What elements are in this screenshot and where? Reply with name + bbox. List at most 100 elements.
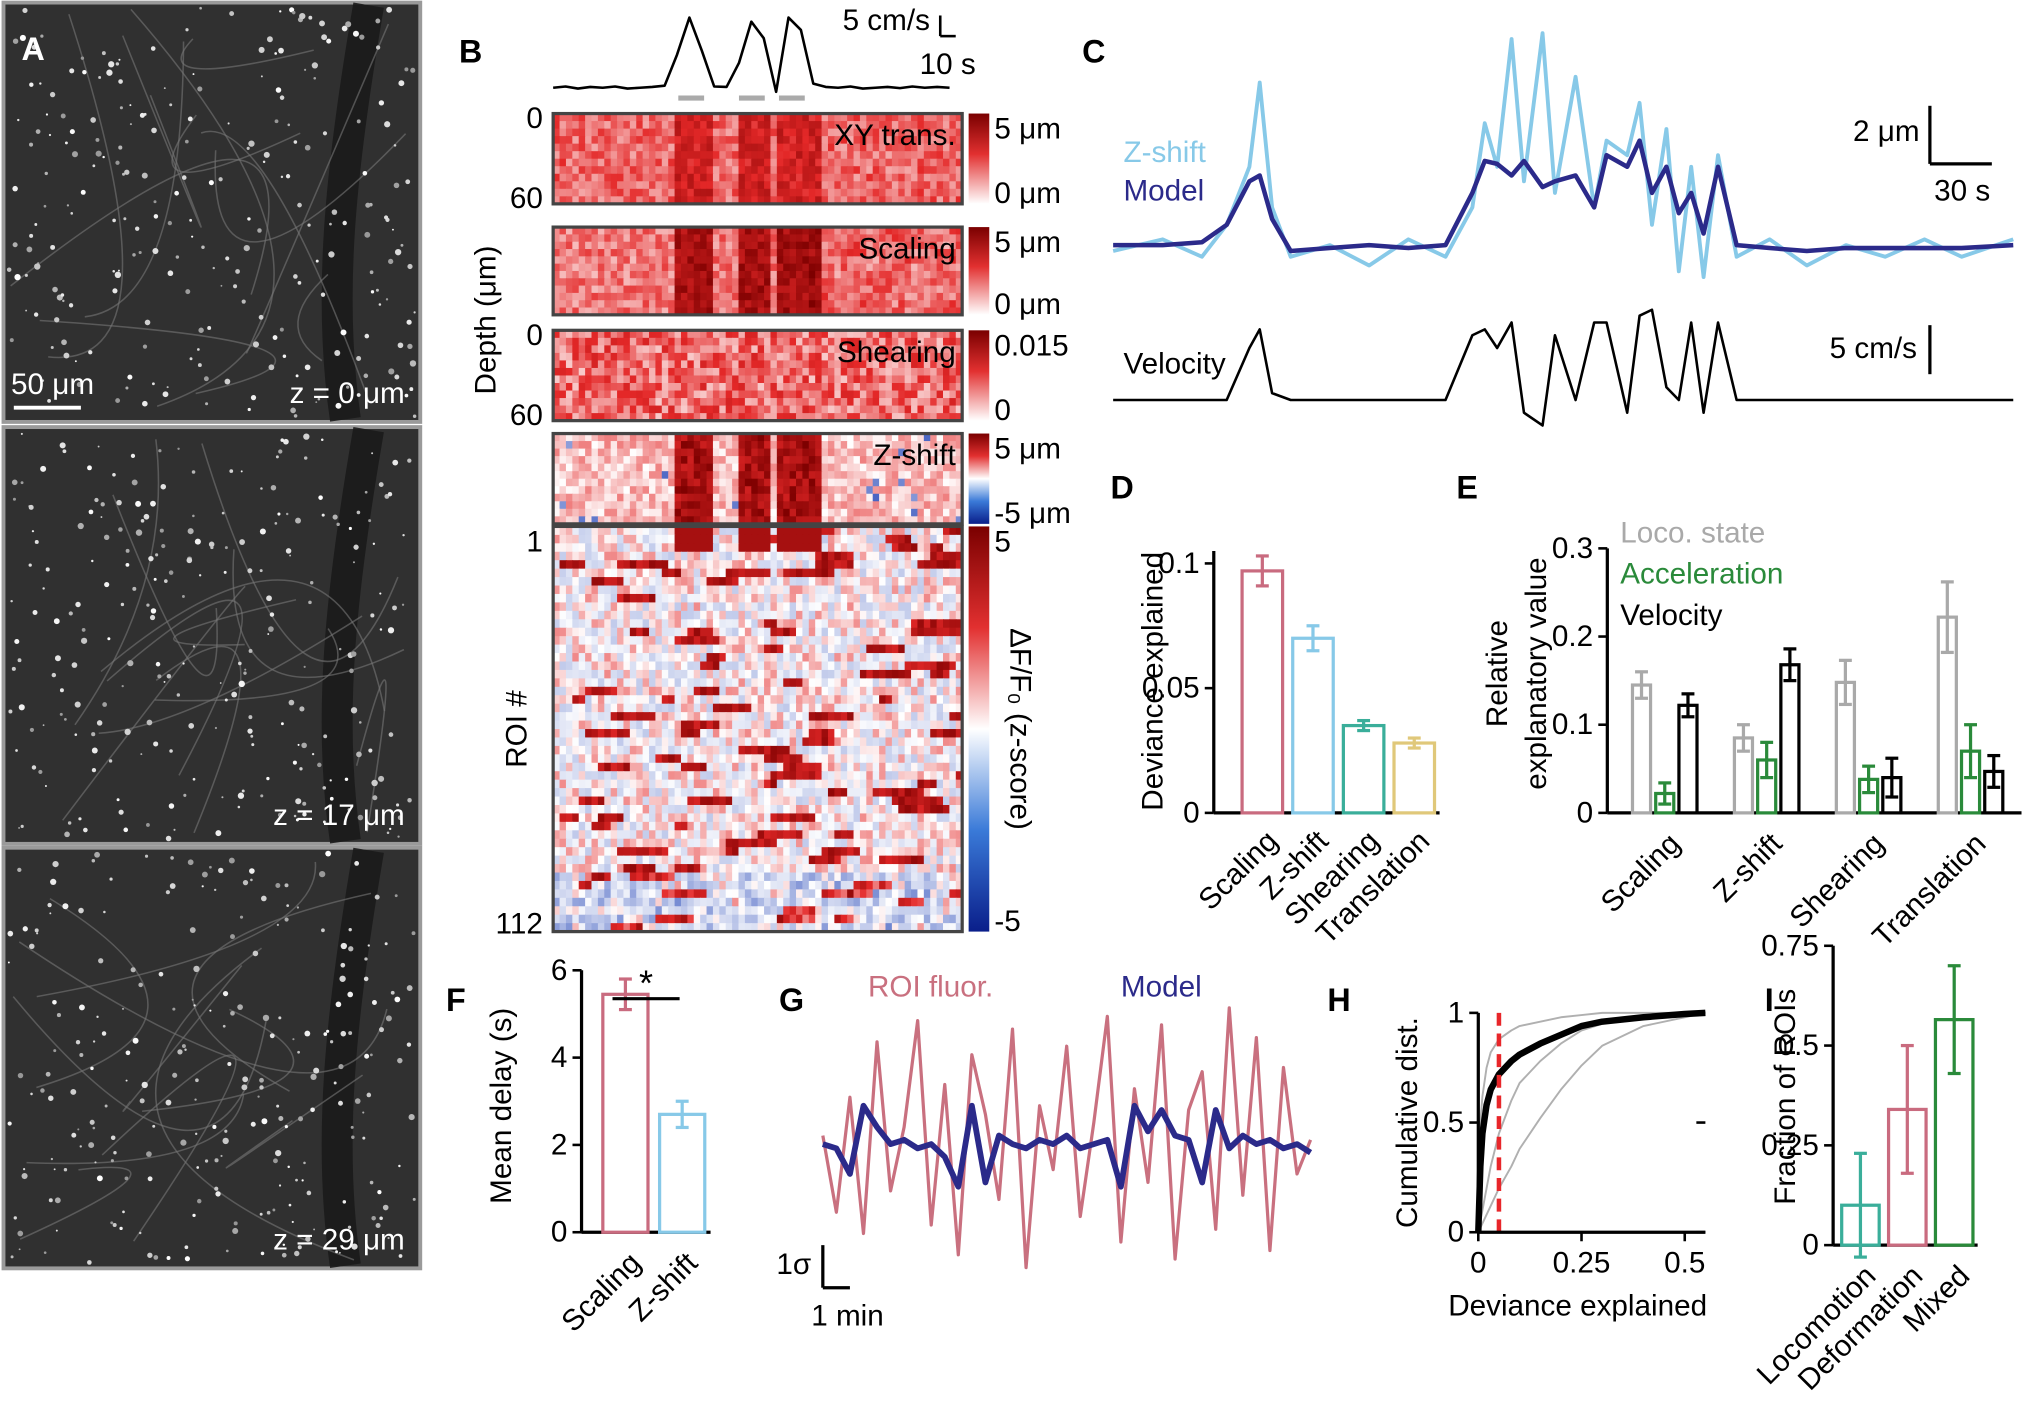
heatmap-cell: [598, 249, 605, 257]
heatmap-cell: [649, 653, 656, 662]
heatmap-cell: [892, 611, 899, 620]
heatmap-cell: [681, 501, 688, 509]
heatmap-cell: [713, 552, 720, 561]
heatmap-cell: [790, 501, 797, 509]
heatmap-cell: [592, 129, 599, 137]
heatmap-cell: [828, 486, 835, 494]
heatmap-cell: [707, 383, 714, 391]
heatmap-cell: [707, 278, 714, 286]
heatmap-cell: [828, 577, 835, 586]
heatmap-cell: [879, 189, 886, 197]
bouton: [34, 223, 37, 226]
heatmap-cell: [796, 636, 803, 645]
heatmap-cell: [681, 636, 688, 645]
bouton: [35, 928, 39, 932]
heatmap-cell: [822, 653, 829, 662]
heatmap-cell: [598, 159, 605, 167]
heatmap-cell: [732, 136, 739, 144]
heatmap-cell: [694, 494, 701, 502]
heatmap-cell: [937, 509, 944, 517]
heatmap-cell: [617, 456, 624, 464]
bouton: [48, 1095, 53, 1100]
heatmap-cell: [770, 535, 777, 544]
heatmap-cell: [898, 398, 905, 406]
heatmap-cell: [860, 271, 867, 279]
heatmap-cell: [707, 286, 714, 294]
heatmap-cell: [783, 353, 790, 361]
heatmap-cell: [751, 509, 758, 517]
heatmap-cell: [949, 509, 956, 517]
heatmap-cell: [879, 159, 886, 167]
heatmap-cell: [592, 543, 599, 552]
heatmap-title: Shearing: [837, 336, 956, 369]
heatmap-cell: [579, 256, 586, 264]
heatmap-cell: [585, 636, 592, 645]
heatmap-cell: [649, 353, 656, 361]
bouton: [152, 1125, 155, 1128]
heatmap-cell: [694, 456, 701, 464]
heatmap-cell: [790, 136, 797, 144]
heatmap-cell: [873, 486, 880, 494]
heatmap-cell: [751, 456, 758, 464]
heatmap-cell: [847, 552, 854, 561]
heatmap-cell: [598, 144, 605, 152]
heatmap-cell: [655, 144, 662, 152]
heatmap-cell: [866, 174, 873, 182]
heatmap-cell: [636, 353, 643, 361]
bouton: [410, 360, 416, 366]
heatmap-cell: [847, 494, 854, 502]
bouton: [250, 735, 253, 738]
heatmap-cell: [892, 653, 899, 662]
heatmap-cell: [668, 535, 675, 544]
heatmap-cell: [924, 271, 931, 279]
heatmap-cell: [732, 479, 739, 487]
heatmap-cell: [873, 174, 880, 182]
heatmap-cell: [598, 628, 605, 637]
heatmap-cell: [809, 136, 816, 144]
heatmap-cell: [796, 560, 803, 569]
heatmap-cell: [694, 577, 701, 586]
heatmap-cell: [572, 151, 579, 159]
heatmap-cell: [566, 611, 573, 620]
bouton: [298, 281, 302, 285]
heatmap-cell: [764, 271, 771, 279]
heatmap-cell: [815, 360, 822, 368]
heatmap-cell: [655, 278, 662, 286]
heatmap-cell: [860, 449, 867, 457]
heatmap-cell: [668, 501, 675, 509]
heatmap-cell: [572, 501, 579, 509]
heatmap-cell: [630, 360, 637, 368]
bouton: [125, 1176, 129, 1180]
heatmap-cell: [611, 577, 618, 586]
heatmap-cell: [604, 670, 611, 679]
heatmap-cell: [649, 136, 656, 144]
heatmap-cell: [949, 560, 956, 569]
heatmap-cell: [834, 464, 841, 472]
bouton: [93, 1127, 96, 1130]
heatmap-cell: [924, 166, 931, 174]
heatmap-cell: [751, 256, 758, 264]
heatmap-cell: [636, 181, 643, 189]
heatmap-cell: [796, 661, 803, 670]
heatmap-cell: [822, 353, 829, 361]
heatmap-cell: [937, 486, 944, 494]
heatmap-cell: [949, 543, 956, 552]
heatmap-cell: [802, 509, 809, 517]
heatmap-cell: [566, 300, 573, 308]
heatmap-cell: [866, 189, 873, 197]
bouton: [120, 106, 123, 109]
heatmap-cell: [841, 189, 848, 197]
heatmap-cell: [732, 543, 739, 552]
heatmap-cell: [770, 628, 777, 637]
heatmap-cell: [649, 121, 656, 129]
heatmap-cell: [930, 586, 937, 595]
heatmap-cell: [828, 594, 835, 603]
heatmap-cell: [828, 368, 835, 376]
bouton: [341, 943, 347, 949]
bouton: [209, 866, 212, 869]
heatmap-cell: [847, 398, 854, 406]
heatmap-cell: [719, 569, 726, 578]
heatmap-cell: [566, 189, 573, 197]
bouton: [263, 1015, 269, 1021]
bouton: [151, 46, 156, 51]
